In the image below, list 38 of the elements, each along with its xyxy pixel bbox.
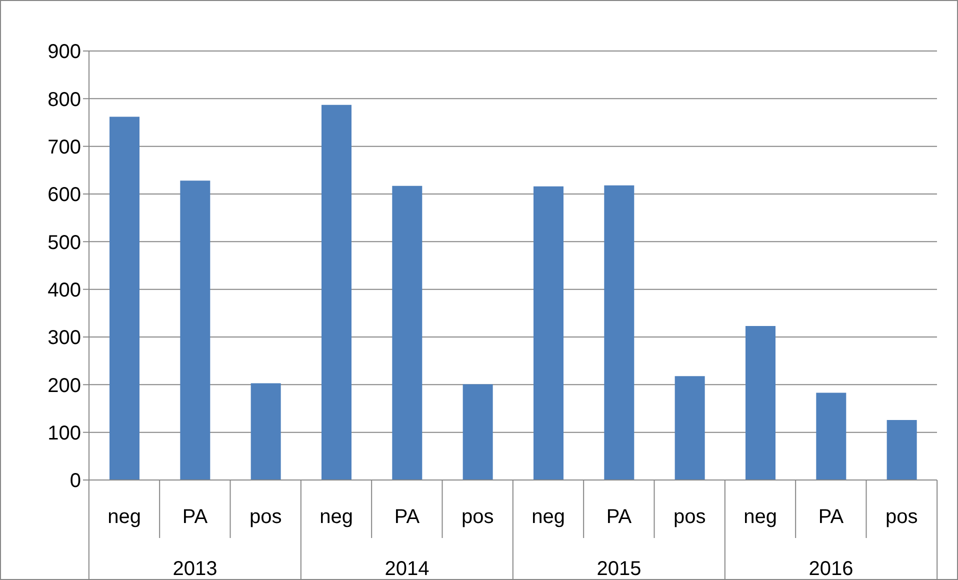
x-tick-label: pos: [674, 506, 706, 528]
bar: [604, 185, 634, 480]
y-tick-label: 200: [48, 374, 81, 397]
bar: [886, 420, 917, 480]
x-tick-label: PA: [606, 506, 632, 528]
y-tick-label: 300: [48, 327, 81, 350]
y-tick-label: 800: [48, 88, 81, 111]
y-tick-label: 600: [48, 184, 81, 206]
bar: [321, 104, 352, 480]
x-tick-label: pos: [250, 506, 282, 528]
x-tick-label: PA: [818, 506, 844, 528]
bar: [250, 383, 281, 480]
bar: [674, 376, 705, 480]
y-tick-label: 100: [48, 422, 81, 444]
y-tick-label: 700: [48, 136, 81, 158]
bar: [109, 116, 140, 480]
bar: [462, 384, 493, 480]
y-tick-label: 900: [48, 41, 81, 64]
x-tick-label: neg: [108, 506, 142, 528]
bar: [392, 186, 422, 480]
y-tick-label: 500: [48, 232, 81, 254]
bar: [816, 392, 846, 480]
x-tick-label: neg: [532, 506, 566, 528]
y-tick-label: 400: [48, 279, 81, 302]
y-tick-label: 0: [70, 470, 81, 492]
x-tick-label: neg: [744, 506, 778, 528]
x-tick-label: pos: [462, 506, 494, 528]
text: 2016: [808, 558, 854, 580]
x-tick-label: neg: [320, 506, 354, 528]
bar: [180, 180, 210, 480]
bar: [533, 186, 564, 480]
text: 2013: [172, 558, 218, 580]
text: 2015: [596, 558, 642, 580]
x-tick-label: PA: [394, 506, 420, 528]
text: 2014: [384, 558, 430, 580]
x-tick-label: PA: [182, 506, 208, 528]
bar: [745, 326, 776, 480]
x-tick-label: pos: [886, 506, 918, 528]
